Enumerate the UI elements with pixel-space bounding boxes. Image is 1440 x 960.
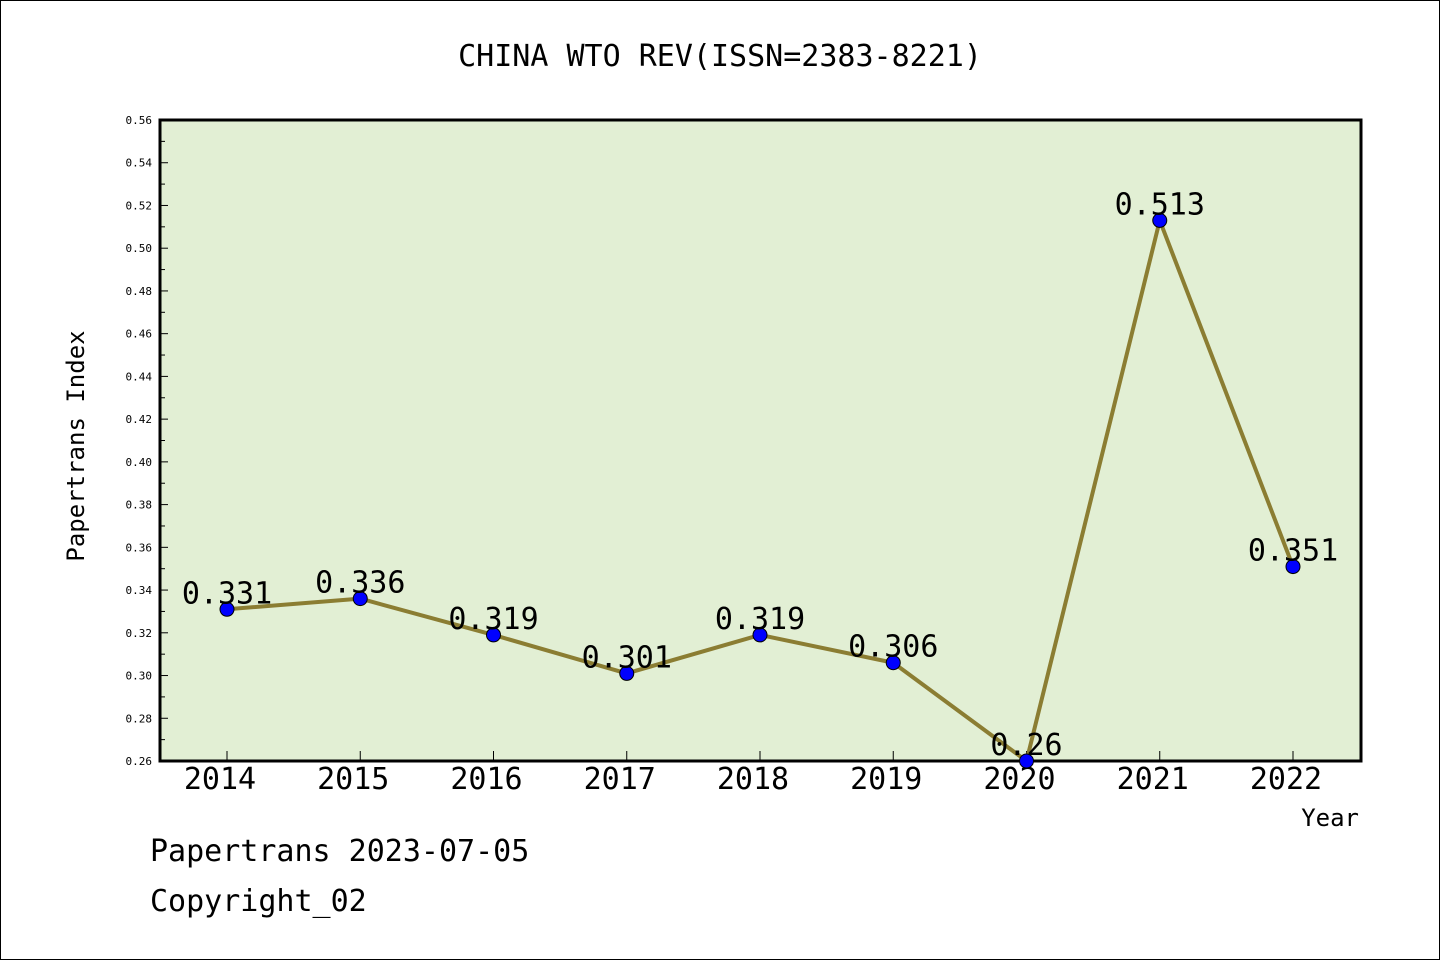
y-tick-label: 0.42 — [126, 413, 153, 426]
data-point — [352, 591, 368, 607]
x-tick-label: 2017 — [584, 762, 656, 797]
footer-date: Papertrans 2023-07-05 — [150, 834, 530, 869]
y-tick-label: 0.56 — [126, 114, 153, 127]
x-tick-label: 2019 — [850, 762, 922, 797]
data-label: 0.331 — [182, 576, 272, 611]
y-tick-label: 0.52 — [126, 199, 153, 212]
data-point — [1152, 212, 1168, 228]
data-label: 0.351 — [1248, 534, 1338, 569]
data-label: 0.26 — [990, 728, 1062, 763]
data-point — [885, 655, 901, 671]
data-point — [752, 627, 768, 643]
y-axis: 0.26 0.28 0.30 0.32 0.34 0.36 0.38 0.40 0.42 0.44… — [126, 114, 168, 768]
y-tick-label: 0.50 — [126, 242, 153, 255]
x-tick-label: 2015 — [317, 762, 389, 797]
data-label: 0.513 — [1115, 187, 1205, 222]
y-tick-label: 0.34 — [126, 584, 153, 597]
y-tick-label: 0.28 — [126, 712, 153, 725]
data-labels: 0.331 0.336 0.319 0.301 0.319 0.306 0.26 0.513 0… — [182, 187, 1338, 763]
data-point — [1285, 559, 1301, 575]
data-label: 0.319 — [448, 602, 538, 637]
x-tick-label: 2022 — [1250, 762, 1322, 797]
data-label: 0.336 — [315, 566, 405, 601]
x-tick-label: 2021 — [1117, 762, 1189, 797]
data-points — [219, 212, 1301, 769]
y-tick-label: 0.36 — [126, 541, 153, 554]
y-tick-label: 0.38 — [126, 499, 153, 512]
footer-copyright: Copyright_02 — [150, 884, 367, 919]
y-tick-label: 0.44 — [126, 370, 153, 383]
y-tick-label: 0.32 — [126, 627, 153, 640]
x-tick-label: 2016 — [450, 762, 522, 797]
x-tick-label: 2014 — [184, 762, 256, 797]
data-label: 0.301 — [582, 640, 672, 675]
chart-title: CHINA WTO REV(ISSN=2383-8221) — [458, 39, 982, 74]
data-point — [619, 665, 635, 681]
data-point — [219, 601, 235, 617]
data-label: 0.306 — [848, 630, 938, 665]
y-tick-label: 0.48 — [126, 285, 153, 298]
data-point — [486, 627, 501, 643]
y-tick-label: 0.40 — [126, 456, 153, 469]
x-axis: 2014 2015 2016 2017 2018 2019 2020 2021 2022 — [184, 751, 1322, 797]
data-label: 0.319 — [715, 602, 805, 637]
x-tick-label: 2018 — [717, 762, 789, 797]
y-tick-label: 0.46 — [126, 328, 153, 341]
y-tick-label: 0.30 — [126, 670, 153, 683]
data-point — [1019, 753, 1034, 769]
x-tick-label: 2020 — [983, 762, 1055, 797]
y-tick-label: 0.26 — [126, 755, 153, 768]
x-axis-label: Year — [1301, 804, 1359, 832]
y-axis-label: Papertrans Index — [62, 330, 90, 561]
y-tick-label: 0.54 — [126, 157, 153, 170]
